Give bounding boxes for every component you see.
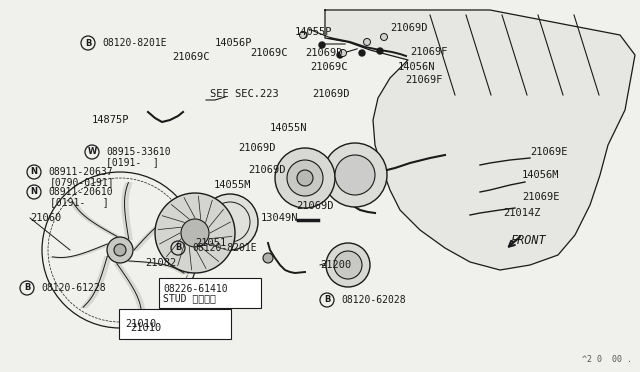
Text: 21069D: 21069D: [305, 48, 342, 58]
Text: 21069D: 21069D: [238, 143, 275, 153]
Text: 21069D: 21069D: [390, 23, 428, 33]
Circle shape: [297, 170, 313, 186]
Circle shape: [107, 237, 133, 263]
Circle shape: [263, 253, 273, 263]
Circle shape: [300, 32, 307, 38]
Text: SEE SEC.223: SEE SEC.223: [210, 89, 279, 99]
Circle shape: [335, 155, 375, 195]
Text: 21010: 21010: [130, 323, 161, 333]
Circle shape: [319, 42, 325, 48]
Text: 21200: 21200: [320, 260, 351, 270]
Circle shape: [323, 143, 387, 207]
Text: N: N: [31, 187, 38, 196]
Text: 08226-61410: 08226-61410: [163, 284, 228, 294]
Text: 21060: 21060: [30, 213, 61, 223]
Circle shape: [339, 49, 346, 57]
Text: 21014Z: 21014Z: [503, 208, 541, 218]
Circle shape: [381, 33, 387, 41]
Text: 21082: 21082: [145, 258, 176, 268]
Text: B: B: [324, 295, 330, 305]
Text: 21069C: 21069C: [310, 62, 348, 72]
Text: FRONT: FRONT: [510, 234, 546, 247]
Text: 21069E: 21069E: [530, 147, 568, 157]
Circle shape: [301, 32, 307, 38]
Text: 21069D: 21069D: [312, 89, 349, 99]
Text: 21069E: 21069E: [522, 192, 559, 202]
Text: STUD スタッド: STUD スタッド: [163, 293, 216, 303]
Text: [0191-   ]: [0191- ]: [50, 197, 109, 207]
Circle shape: [114, 244, 126, 256]
Text: B: B: [24, 283, 30, 292]
Text: 08915-33610: 08915-33610: [106, 147, 171, 157]
Text: [0191-  ]: [0191- ]: [106, 157, 159, 167]
Polygon shape: [325, 10, 635, 270]
Text: [0790-0191]: [0790-0191]: [50, 177, 115, 187]
Text: N: N: [31, 167, 38, 176]
Text: 14055P: 14055P: [295, 27, 333, 37]
Circle shape: [337, 52, 343, 58]
Text: 08911-20637: 08911-20637: [48, 167, 113, 177]
Text: 14055M: 14055M: [214, 180, 252, 190]
Text: 08120-61228: 08120-61228: [41, 283, 106, 293]
Text: 08120-62028: 08120-62028: [341, 295, 406, 305]
Circle shape: [326, 243, 370, 287]
Circle shape: [155, 193, 235, 273]
Text: 21069D: 21069D: [248, 165, 285, 175]
Text: 14055N: 14055N: [270, 123, 307, 133]
Text: W: W: [88, 148, 97, 157]
Text: 21051: 21051: [195, 238, 227, 248]
Circle shape: [181, 219, 209, 247]
FancyBboxPatch shape: [159, 278, 261, 308]
Text: 08120-8201E: 08120-8201E: [192, 243, 257, 253]
Circle shape: [359, 50, 365, 56]
Circle shape: [377, 48, 383, 54]
Text: B: B: [175, 244, 181, 253]
Circle shape: [202, 194, 258, 250]
Text: 21069C: 21069C: [172, 52, 209, 62]
Text: 21069F: 21069F: [405, 75, 442, 85]
Text: 08911-20610: 08911-20610: [48, 187, 113, 197]
Text: 21069D: 21069D: [296, 201, 333, 211]
Circle shape: [287, 160, 323, 196]
Circle shape: [364, 38, 371, 45]
Text: 13049N: 13049N: [261, 213, 298, 223]
Text: 21069F: 21069F: [410, 47, 447, 57]
Text: 14056P: 14056P: [215, 38, 253, 48]
Text: 21069C: 21069C: [250, 48, 287, 58]
Text: ^2 0  00 .: ^2 0 00 .: [582, 355, 632, 364]
Circle shape: [334, 251, 362, 279]
Text: 14875P: 14875P: [92, 115, 129, 125]
Circle shape: [275, 148, 335, 208]
Text: 14056M: 14056M: [522, 170, 559, 180]
Text: B: B: [85, 38, 91, 48]
Text: 21010: 21010: [125, 319, 156, 329]
Text: 14056N: 14056N: [398, 62, 435, 72]
Text: 08120-8201E: 08120-8201E: [102, 38, 166, 48]
FancyBboxPatch shape: [119, 309, 231, 339]
